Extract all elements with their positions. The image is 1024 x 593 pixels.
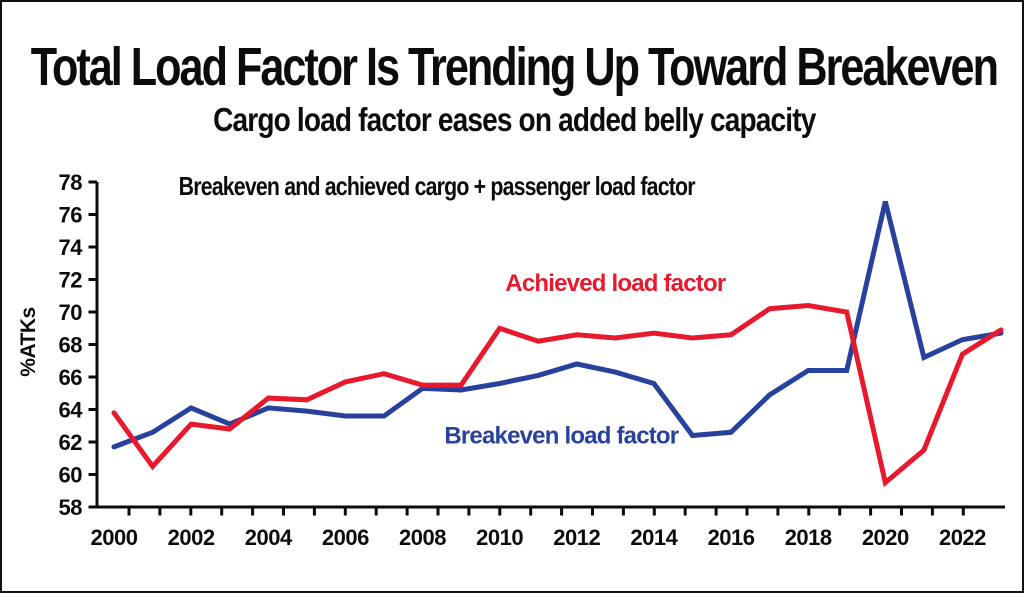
y-tick-label: 60 [59,463,83,488]
y-tick-label: 72 [59,268,83,293]
x-tick-label: 2014 [630,525,678,550]
series-line-achieved-load-factor [111,302,1004,488]
x-tick-label: 2018 [785,525,832,550]
page-subtitle: Cargo load factor eases on added belly c… [2,101,1022,139]
y-tick-label: 68 [59,333,83,358]
page-subtitle-text: Cargo load factor eases on added belly c… [212,101,816,138]
axis-line [95,182,1005,509]
y-tick-label: 74 [59,235,84,260]
x-tick-label: 2006 [322,525,369,550]
y-tick-label: 66 [59,365,83,390]
x-tick-label: 2002 [168,525,215,550]
x-tick-label: 2000 [91,525,138,550]
x-tick-label: 2022 [939,525,986,550]
x-tick-label: 2008 [399,525,446,550]
x-tick-label: 2020 [862,525,909,550]
y-tick-label: 76 [59,203,83,228]
page-title-text: Total Load Factor Is Trending Up Toward … [30,37,999,97]
series-label-achieved-load-factor: Achieved load factor [505,270,726,297]
y-tick-label: 78 [59,170,83,195]
x-tick-label: 2010 [476,525,523,550]
y-tick-label: 70 [59,300,83,325]
chart-title-text: Breakeven and achieved cargo + passenger… [178,171,696,201]
series-label-breakeven-load-factor: Breakeven load factor [444,423,678,450]
chart-title: Breakeven and achieved cargo + passenger… [97,171,777,202]
x-tick-label: 2004 [245,525,293,550]
y-tick-label: 58 [59,495,83,520]
x-tick-label: 2016 [708,525,755,550]
y-tick-label: 64 [59,398,84,423]
y-tick-label: 62 [59,430,83,455]
x-tick-label: 2012 [553,525,600,550]
page-title: Total Load Factor Is Trending Up Toward … [2,36,1022,98]
